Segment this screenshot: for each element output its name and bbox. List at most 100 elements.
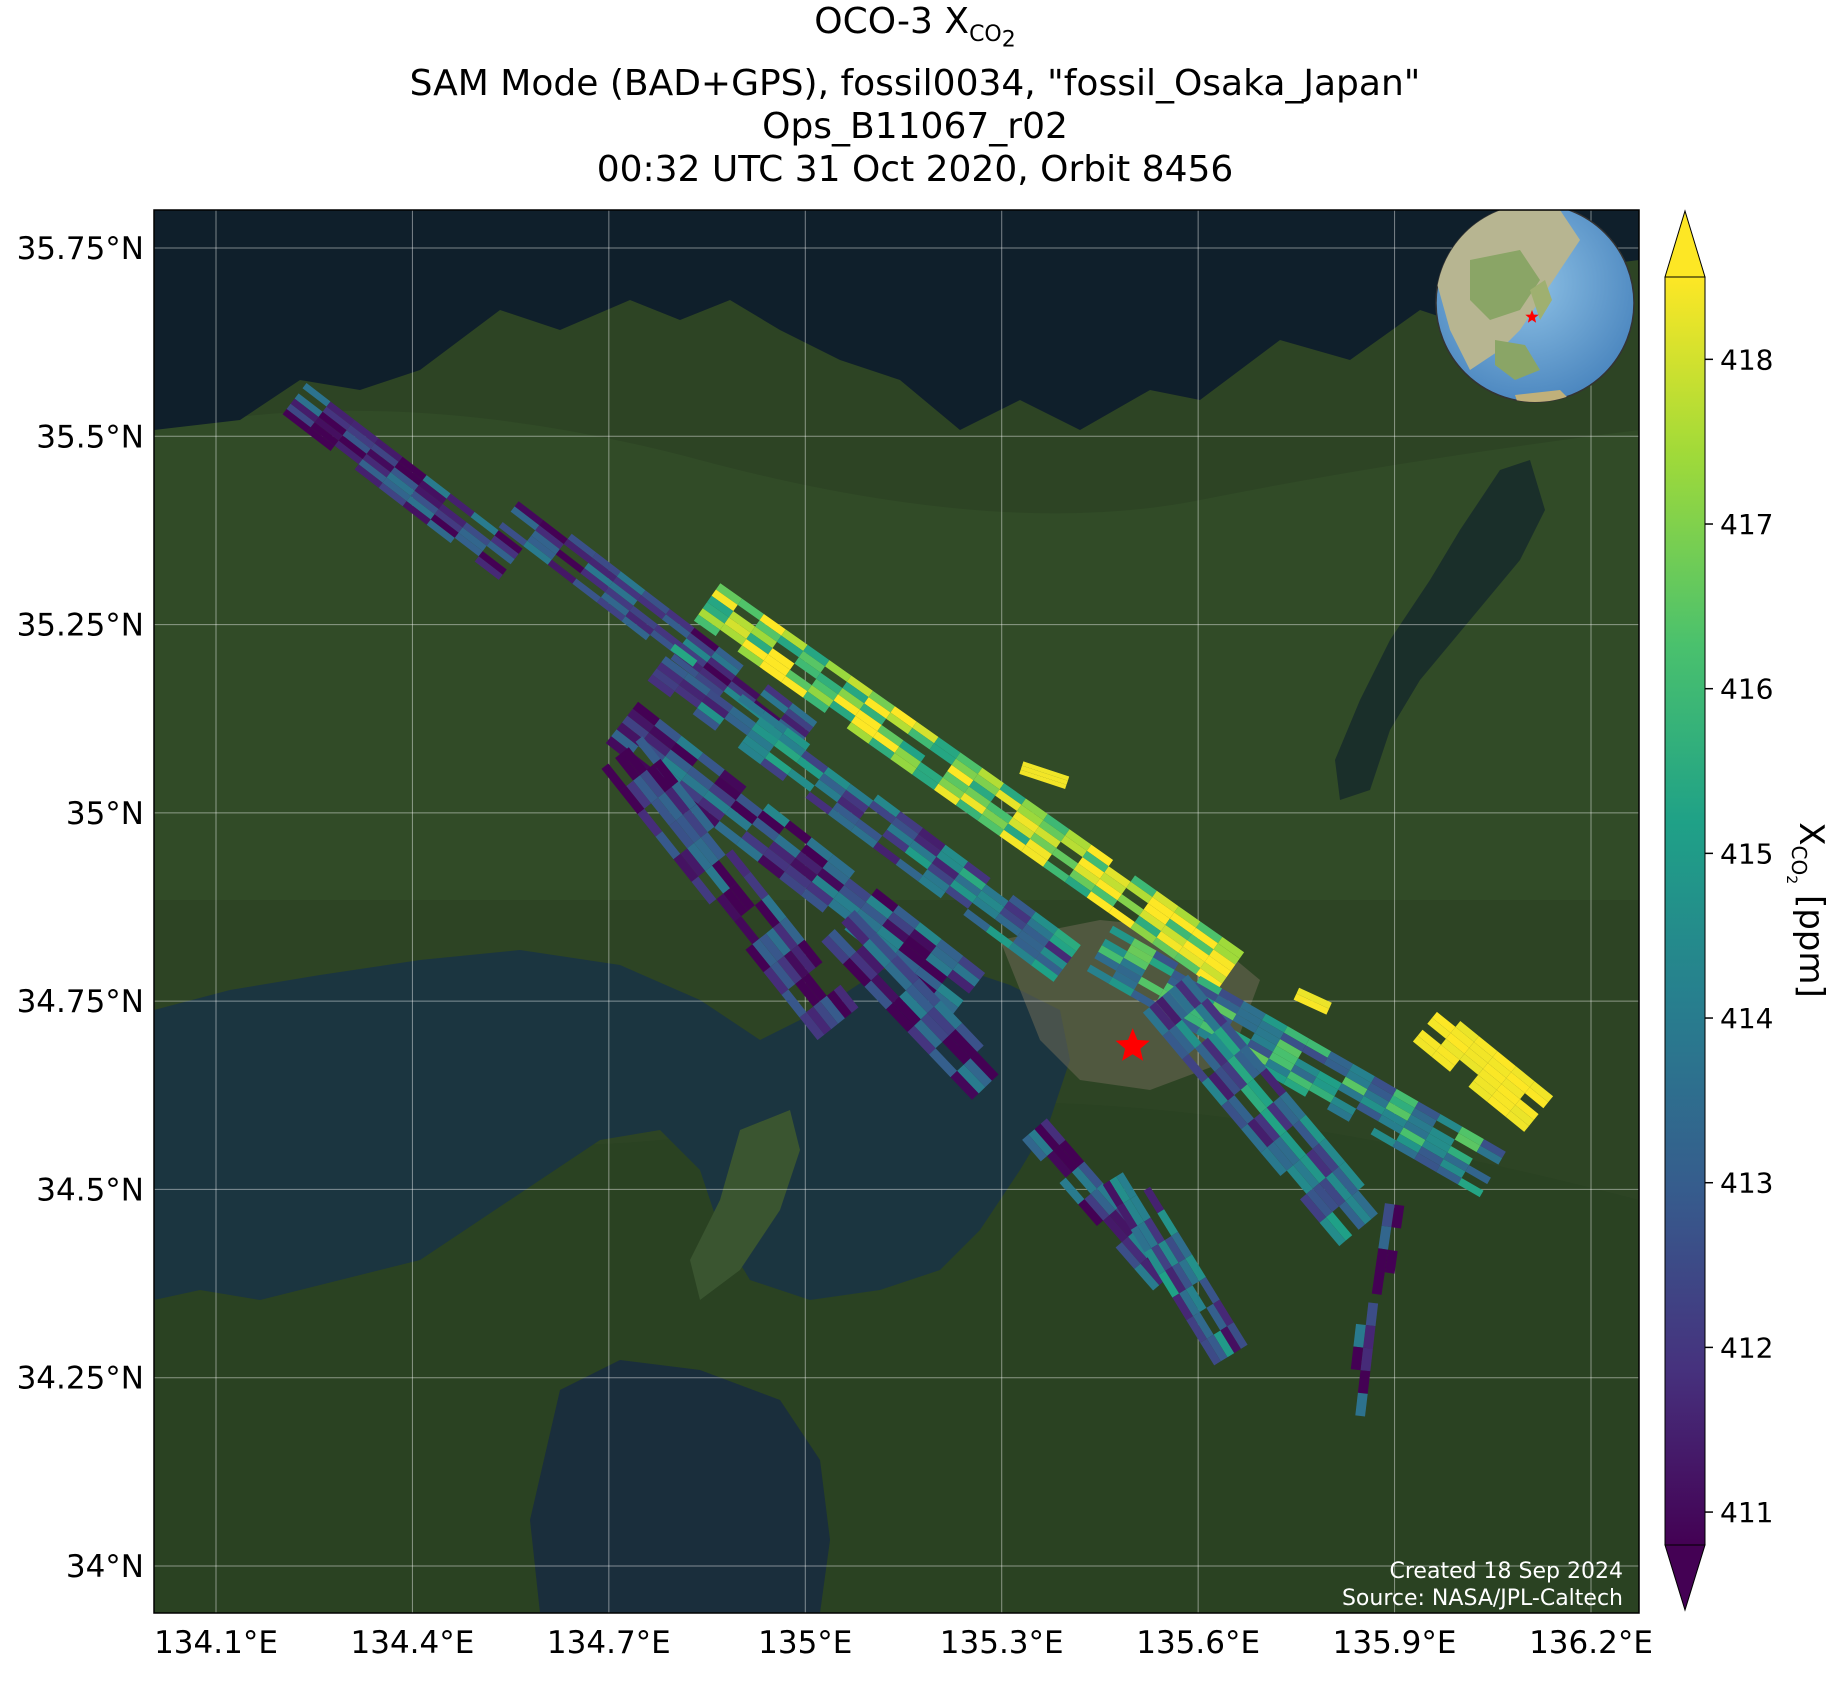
xco2-sounding-cell [954, 873, 982, 897]
xco2-sounding-cell [779, 871, 807, 896]
xco2-sounding-cell [964, 786, 991, 809]
xco2-sounding-cell [1043, 813, 1070, 836]
xco2-sounding-cell [1384, 1249, 1398, 1274]
xco2-sounding-cell [649, 725, 677, 750]
xco2-sounding-cell [1073, 863, 1100, 885]
xco2-sounding-cell [1221, 1100, 1248, 1130]
longitude-tick-label: 135.9°E [1333, 1625, 1457, 1661]
xco2-sounding-cell [1501, 1078, 1525, 1100]
xco2-sounding-cell [931, 946, 958, 970]
xco2-sounding-cell [714, 776, 742, 801]
xco2-sounding-cell [784, 708, 814, 733]
xco2-sounding-cell [871, 888, 899, 913]
xco2-sounding-cell [1511, 1066, 1535, 1088]
xco2-sounding-cell [1040, 946, 1068, 970]
xco2-sounding-cell [895, 811, 923, 835]
xco2-sounding-cell [1186, 1316, 1207, 1343]
xco2-sounding-cell [1319, 1217, 1346, 1247]
osaka-bay [154, 950, 1070, 1300]
xco2-sounding-cell [707, 657, 736, 682]
xco2-sounding-cell [1296, 987, 1332, 1009]
xco2-sounding-cell [1115, 1242, 1141, 1269]
xco2-sounding-cell [658, 792, 683, 821]
xco2-sounding-cell [752, 938, 778, 967]
xco2-sounding-cell [692, 708, 720, 731]
xco2-sounding-cell [763, 654, 790, 676]
xco2-sounding-cell [737, 741, 765, 765]
xco2-sounding-cell [1290, 1064, 1317, 1084]
xco2-sounding-cell [1217, 936, 1245, 959]
xco2-sounding-cell [1447, 1146, 1473, 1166]
xco2-sounding-cell [1158, 1240, 1179, 1267]
xco2-sounding-cell [922, 869, 950, 893]
xco2-sounding-cell [999, 829, 1026, 852]
latitude-tick-label: 35.5°N [36, 419, 144, 455]
xco2-sounding-cell [981, 884, 1009, 908]
xco2-sounding-cell [945, 885, 973, 909]
xco2-sounding-cell [784, 950, 809, 979]
xco2-sounding-cell [977, 814, 1004, 836]
xco2-sounding-cell [674, 685, 702, 708]
colorbar-title: XCO2 [ppm] [1783, 822, 1830, 998]
xco2-sounding-cell [1323, 1057, 1350, 1077]
xco2-sounding-cell [1327, 1051, 1354, 1071]
xco2-sounding-cell [764, 752, 792, 775]
xco2-sounding-cell [711, 651, 740, 676]
xco2-sounding-cell [661, 656, 689, 679]
xco2-sounding-cell [1353, 1323, 1366, 1348]
xco2-sounding-cell [986, 801, 1013, 824]
xco2-sounding-cell [655, 831, 681, 860]
xco2-sounding-cell [1429, 1127, 1455, 1146]
xco2-sounding-cell [1262, 1013, 1288, 1033]
xco2-sounding-cell [1013, 936, 1041, 959]
xco2-sounding-cell [683, 672, 711, 696]
graticule-grid [154, 210, 1639, 1613]
xco2-sounding-cell [1302, 1045, 1328, 1065]
xco2-sounding-cell [1468, 1080, 1492, 1102]
xco2-sounding-cell [811, 678, 838, 701]
xco2-sounding-cell [705, 865, 730, 894]
xco2-sounding-cell [1008, 817, 1035, 839]
xco2-sounding-cell [1283, 1026, 1310, 1046]
xco2-sounding-cell [763, 848, 791, 872]
xco2-sounding-cell [805, 791, 833, 815]
xco2-sounding-cell [498, 522, 528, 546]
xco2-sounding-cell [1389, 1095, 1415, 1115]
xco2-sounding-cell [785, 669, 812, 692]
xco2-sounding-cell [757, 810, 785, 835]
xco2-sounding-cell [1193, 1312, 1214, 1339]
xco2-sounding-cell [1381, 1108, 1408, 1128]
latitude-labels: 35.75°N 35.5°N 35.25°N 35°N 34.75°N 34.5°N 34.… [17, 231, 144, 1585]
longitude-tick-label: 135.3°E [940, 1625, 1064, 1661]
title-line-4: 00:32 UTC 31 Oct 2020, Orbit 8456 [596, 148, 1234, 190]
xco2-sounding-cell [955, 799, 982, 821]
xco2-sounding-cell [743, 871, 769, 900]
xco2-sounding-cell [1201, 1037, 1228, 1067]
xco2-sounding-cell [1102, 1180, 1124, 1208]
xco2-sounding-cell [690, 627, 719, 652]
xco2-sounding-cell [759, 614, 786, 636]
xco2-sounding-cell [1391, 1204, 1405, 1229]
xco2-sounding-cell [952, 962, 980, 987]
xco2-sounding-cell [1044, 940, 1072, 964]
xco2-sounding-cell [794, 657, 821, 679]
xco2-sounding-cell [1505, 1110, 1529, 1132]
xco2-sounding-cell [1049, 934, 1077, 958]
xco2-sounding-cell [1360, 1095, 1386, 1115]
xco2-sounding-cell [949, 879, 977, 903]
longitude-tick-label: 134.1°E [154, 1625, 278, 1661]
xco2-sounding-cell [723, 888, 748, 917]
xco2-sounding-cell [795, 851, 823, 875]
colorbar-tick-label: 411 [1720, 1496, 1773, 1529]
xco2-sounding-cell [588, 557, 617, 582]
xco2-sounding-cell [938, 777, 965, 799]
xco2-sounding-cell [1312, 1077, 1339, 1097]
xco2-sounding-cell [1139, 909, 1166, 932]
xco2-sounding-cell [816, 672, 843, 695]
xco2-sounding-cell [882, 829, 910, 853]
xco2-sounding-cell [1431, 1050, 1455, 1072]
xco2-sounding-cell [1178, 946, 1205, 969]
xco2-sounding-cell [1417, 1029, 1441, 1051]
longitude-tick-label: 136.2°E [1529, 1625, 1653, 1661]
xco2-sounding-cell [1175, 1019, 1202, 1049]
